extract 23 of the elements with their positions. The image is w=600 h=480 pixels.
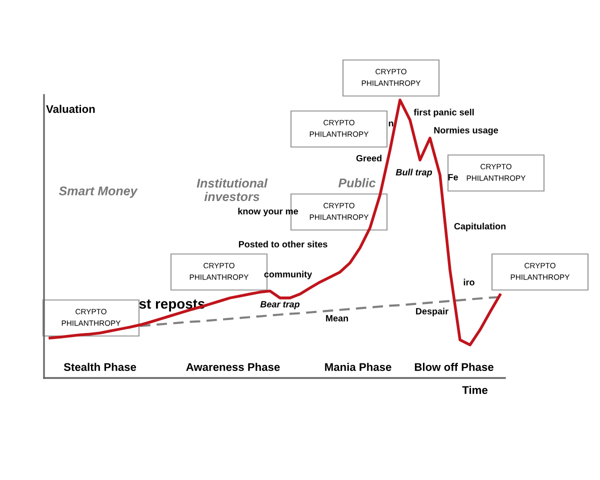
annotation: Blow off Phase [414,362,494,371]
annotation: n [388,121,394,126]
annotation: Institutional investors [196,178,268,202]
annotation: Public [338,178,376,188]
annotation: Awareness Phase [186,362,280,371]
annotation: first panic sell [414,108,474,118]
annotation: Fe [448,174,458,180]
annotation: Smart Money [58,186,138,198]
annotation: iro [464,278,474,286]
annotation: Mean [326,315,348,322]
annotation: Bull trap [396,168,432,178]
annotation: Normies usage [434,126,498,136]
annotation: Posted to other sites [238,240,328,248]
annotation: community [264,270,312,280]
annotation: Despair [416,308,448,316]
y-axis-title: Valuation [46,104,95,113]
x-axis-title: Time [462,386,488,394]
annotation: Capitulation [454,222,506,232]
annotation: Bear trap [260,301,300,310]
annotation: Greed [356,154,382,162]
annotation: Mania Phase [325,362,392,371]
annotation: Stealth Phase [64,362,136,371]
annotation: know your me [238,208,298,216]
